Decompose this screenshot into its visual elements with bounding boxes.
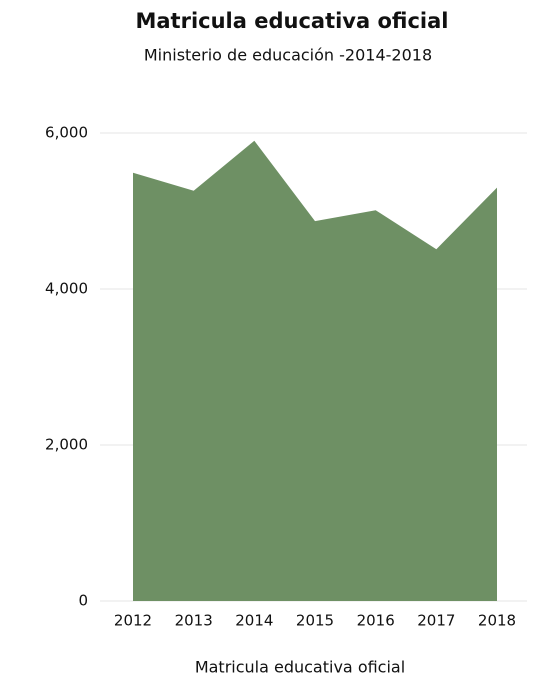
chart-title: Matricula educativa oficial — [135, 9, 448, 33]
y-tick-label: 0 — [78, 592, 88, 610]
x-tick-label: 2015 — [296, 612, 334, 630]
x-axis-label: Matricula educativa oficial — [195, 658, 405, 677]
x-tick-label: 2014 — [235, 612, 273, 630]
x-tick-label: 2012 — [114, 612, 152, 630]
y-tick-label: 4,000 — [45, 280, 88, 298]
chart-subtitle: Ministerio de educación -2014-2018 — [144, 46, 432, 65]
x-tick-label: 2017 — [417, 612, 455, 630]
y-tick-label: 6,000 — [45, 124, 88, 142]
area — [133, 140, 497, 602]
x-tick-label: 2018 — [478, 612, 516, 630]
x-tick-label: 2016 — [357, 612, 395, 630]
y-tick-label: 2,000 — [45, 436, 88, 454]
x-tick-label: 2013 — [175, 612, 213, 630]
